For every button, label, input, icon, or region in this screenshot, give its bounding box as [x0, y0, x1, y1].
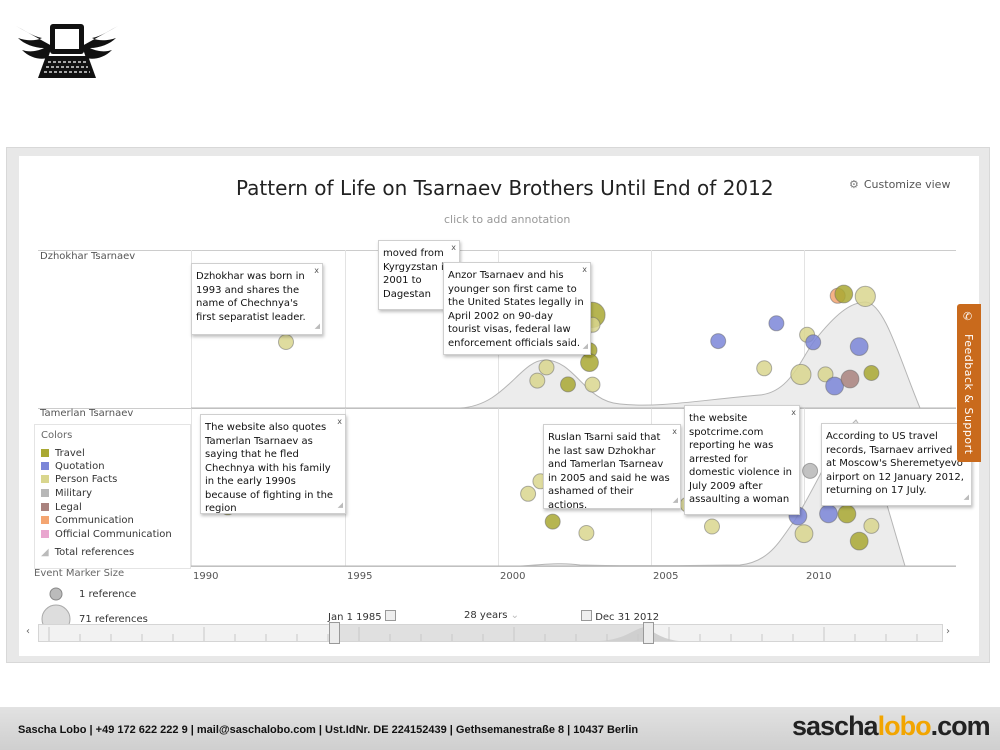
annotation-born-1993[interactable]: x Dzhokhar was born in 1993 and shares t… [191, 263, 323, 335]
add-annotation-hint[interactable]: click to add annotation [444, 213, 571, 226]
event-marker[interactable] [790, 363, 812, 386]
legend-item-travel[interactable]: Travel [41, 448, 85, 459]
slider-ticks [48, 627, 918, 641]
slider-overview [39, 625, 942, 641]
event-marker[interactable] [837, 504, 857, 524]
resize-handle-icon[interactable]: ◢ [963, 492, 969, 501]
axis-tick-2010: 2010 [806, 571, 832, 582]
legend-total-references[interactable]: ◢ Total references [41, 547, 135, 558]
event-marker[interactable] [584, 376, 601, 393]
legend-swatch [41, 475, 49, 483]
event-marker[interactable] [863, 365, 880, 381]
axis-tick-2000: 2000 [500, 571, 526, 582]
legend-swatch [41, 462, 49, 470]
legend-colors-title: Colors [41, 430, 73, 441]
event-marker[interactable] [529, 372, 546, 389]
legend-swatch [41, 449, 49, 457]
legend-item-communication[interactable]: Communication [41, 515, 134, 526]
resize-handle-icon[interactable]: ◢ [337, 500, 343, 509]
event-marker[interactable] [560, 376, 576, 393]
event-marker[interactable] [863, 517, 880, 534]
event-marker[interactable] [278, 334, 294, 350]
legend-item-legal[interactable]: Legal [41, 502, 82, 513]
footer-bar [0, 707, 1000, 750]
annotation-arrest-2009[interactable]: x the website spotcrime.com reporting he… [684, 405, 800, 515]
resize-handle-icon[interactable]: ◢ [672, 495, 678, 504]
color-legend: Colors Travel Quotation Person Facts Mil… [34, 424, 191, 569]
customize-view-button[interactable]: ⚙ Customize view [849, 178, 951, 191]
megaphone-icon: ✆ [963, 310, 973, 323]
marker-size-title: Event Marker Size [34, 568, 125, 579]
close-icon[interactable]: x [337, 417, 342, 426]
event-marker[interactable] [854, 285, 876, 307]
close-icon[interactable]: x [451, 243, 456, 252]
legend-swatch [41, 503, 49, 511]
event-marker[interactable] [768, 315, 785, 332]
event-marker[interactable] [580, 353, 599, 373]
axis-tick-1990: 1990 [193, 571, 219, 582]
range-end-handle[interactable] [643, 622, 654, 644]
chevron-down-icon: ⌄ [510, 610, 520, 621]
axis-tick-2005: 2005 [653, 571, 679, 582]
event-marker[interactable] [756, 360, 773, 377]
event-marker[interactable] [840, 369, 860, 389]
range-start[interactable]: Jan 1 1985 [328, 610, 396, 623]
size-legend-small-marker [49, 587, 63, 601]
calendar-icon[interactable] [384, 610, 396, 621]
gear-icon: ⚙ [849, 178, 859, 191]
legend-item-quotation[interactable]: Quotation [41, 461, 105, 472]
chevron-right-icon[interactable]: › [946, 626, 950, 637]
annotation-fled-chechnya[interactable]: x The website also quotes Tamerlan Tsarn… [200, 414, 346, 514]
legend-item-person-facts[interactable]: Person Facts [41, 474, 117, 485]
close-icon[interactable]: x [314, 266, 319, 275]
range-end[interactable]: Dec 31 2012 [581, 610, 659, 623]
event-marker[interactable] [544, 513, 561, 530]
axis-tick-1995: 1995 [347, 571, 373, 582]
event-marker[interactable] [578, 525, 595, 541]
close-icon[interactable]: x [582, 265, 587, 274]
size-legend-large-label: 71 references [79, 614, 148, 625]
annotation-moscow-2012[interactable]: x According to US travel records, Tsarna… [821, 423, 972, 506]
slider-selected-range [336, 625, 650, 641]
event-marker[interactable] [849, 531, 869, 551]
event-marker[interactable] [817, 366, 834, 383]
event-marker[interactable] [704, 518, 720, 535]
event-marker[interactable] [825, 376, 844, 396]
size-legend-small-label: 1 reference [79, 589, 137, 600]
event-marker[interactable] [794, 524, 814, 544]
range-span-select[interactable]: 28 years ⌄ [464, 610, 520, 621]
event-marker[interactable] [710, 333, 727, 350]
resize-handle-icon[interactable]: ◢ [314, 321, 320, 330]
event-marker[interactable] [819, 504, 838, 524]
event-marker[interactable] [849, 337, 869, 357]
calendar-icon[interactable] [581, 610, 592, 621]
annotation-us-arrival-2002[interactable]: x Anzor Tsarnaev and his younger son fir… [443, 262, 591, 355]
close-icon[interactable]: x [672, 427, 677, 436]
event-marker[interactable] [802, 462, 819, 479]
chart-title: Pattern of Life on Tsarnaev Brothers Unt… [236, 176, 774, 200]
event-marker[interactable] [834, 284, 854, 304]
event-marker[interactable] [805, 334, 822, 351]
total-references-icon: ◢ [41, 547, 49, 558]
chevron-left-icon[interactable]: ‹ [26, 626, 30, 637]
annotation-ruslan-tsarni[interactable]: x Ruslan Tsarni said that he last saw Dz… [543, 424, 681, 511]
legend-swatch [41, 489, 49, 497]
feedback-support-tab[interactable]: ✆ Feedback & Support [957, 304, 981, 462]
legend-swatch [41, 530, 49, 538]
lane-label-tamerlan: Tamerlan Tsarnaev [40, 408, 134, 419]
time-range-slider[interactable] [38, 624, 943, 642]
lane-divider-top [38, 250, 956, 251]
close-icon[interactable]: x [791, 408, 796, 417]
legend-item-official-communication[interactable]: Official Communication [41, 529, 172, 540]
legend-swatch [41, 516, 49, 524]
brand-wordmark: saschalobo.com [792, 711, 991, 741]
winged-typewriter-logo-icon [16, 24, 118, 78]
footer-contact: Sascha Lobo | +49 172 622 222 9 | mail@s… [18, 724, 639, 736]
range-start-handle[interactable] [329, 622, 340, 644]
event-marker[interactable] [520, 485, 537, 502]
legend-item-military[interactable]: Military [41, 488, 92, 499]
resize-handle-icon[interactable]: ◢ [582, 341, 588, 350]
event-marker[interactable] [538, 359, 555, 376]
lane-label-dzhokhar: Dzhokhar Tsarnaev [40, 251, 136, 262]
